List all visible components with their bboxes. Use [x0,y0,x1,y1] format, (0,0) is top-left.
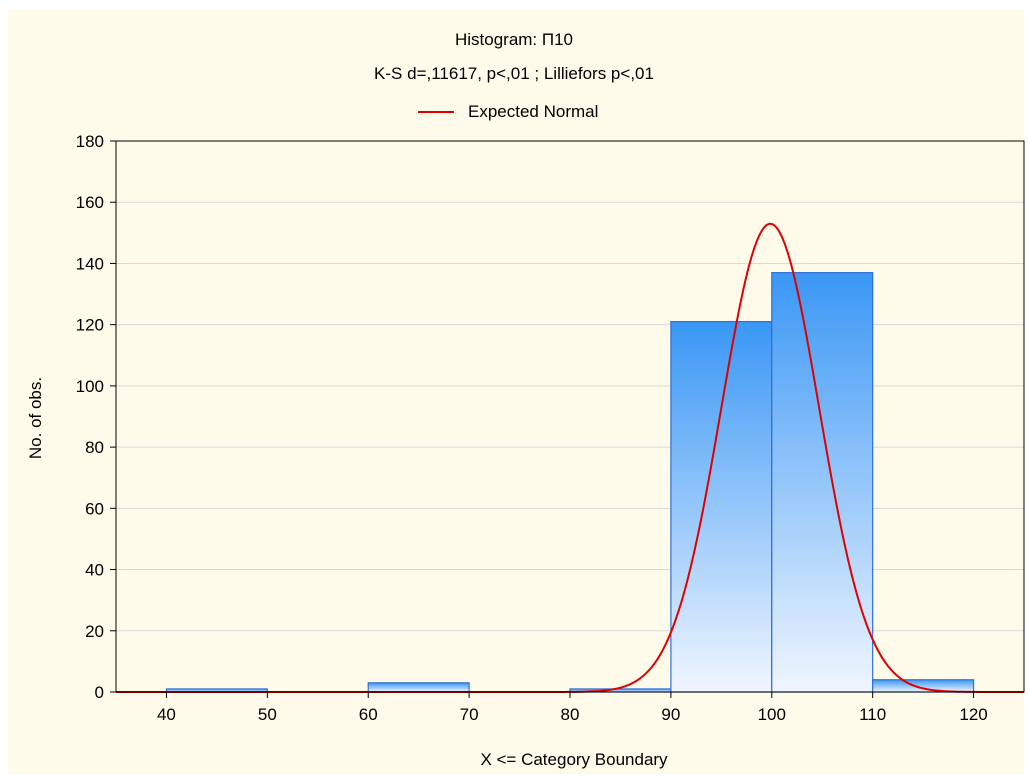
histogram-bar [872,679,975,693]
y-axis: 0 20 40 60 80 100 120 140 160 180 [76,132,116,702]
x-axis: 40 50 60 70 80 90 100 110 120 [157,692,988,724]
histogram-bar [670,321,773,693]
histogram-bar [367,682,470,693]
legend-label: Expected Normal [468,102,599,121]
y-axis-title: No. of obs. [26,376,45,460]
gridlines [116,201,1024,632]
x-tick-label: 40 [157,705,176,724]
x-tick-label: 110 [859,705,886,724]
x-tick-label: 70 [460,705,479,724]
x-axis-title: X <= Category Boundary [480,750,668,769]
expected-normal-curve [116,222,1024,693]
x-tick-label: 100 [758,705,786,724]
y-tick-label: 100 [76,377,104,396]
chart-subtitle: K-S d=,11617, p<,01 ; Lilliefors p<,01 [374,64,654,83]
x-tick-label: 60 [359,705,378,724]
y-tick-label: 180 [76,132,104,151]
normal-curve [116,222,1024,693]
y-tick-label: 20 [85,622,104,641]
chart-title: Histogram: П10 [454,30,574,49]
y-tick-label: 160 [76,193,104,212]
histogram-bar [771,272,874,693]
legend-line-swatch [418,111,454,113]
plot-frame [115,140,1025,693]
y-tick-label: 80 [85,438,104,457]
y-tick-label: 120 [76,316,104,335]
x-tick-label: 120 [959,705,987,724]
y-tick-label: 0 [95,683,104,702]
legend: Expected Normal [418,100,598,124]
y-tick-label: 40 [85,561,104,580]
y-tick-label: 140 [76,254,104,273]
bars [165,272,975,693]
x-tick-label: 50 [258,705,277,724]
x-tick-label: 90 [661,705,680,724]
x-tick-label: 80 [561,705,580,724]
y-tick-label: 60 [85,499,104,518]
